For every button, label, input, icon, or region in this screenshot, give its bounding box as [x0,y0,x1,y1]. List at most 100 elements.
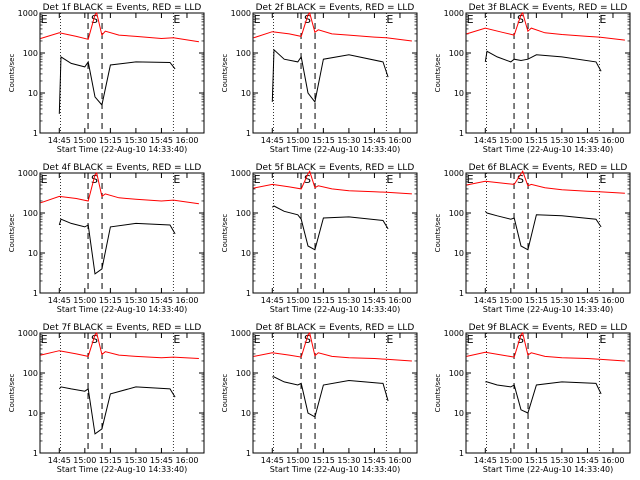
x-tick-label: 16:00 [601,136,624,145]
chart-title: Det 3f BLACK = Events, RED = LLD [469,3,628,13]
series-line-lld [466,331,625,362]
x-tick-label: 15:00 [73,296,96,305]
series-line-events [58,218,176,275]
chart-panel: Det 9f BLACK = Events, RED = LLD 1 10 100 10… [434,323,631,474]
event-marker-label: E [467,173,474,186]
event-marker-label: E [467,13,474,26]
event-marker-label: S [517,173,524,186]
x-tick-label: 15:45 [363,456,386,465]
chart-panel: Det 3f BLACK = Events, RED = LLD 1 10 100 10… [434,3,631,154]
event-marker-label: E [599,13,606,26]
y-axis-title: Counts/sec [8,374,16,413]
event-marker-label: E [41,13,48,26]
x-tick-label: 15:45 [150,136,173,145]
event-marker-label: E [467,333,474,346]
x-tick-label: 15:30 [124,136,147,145]
x-tick-label: 14:45 [474,456,497,465]
y-axis-title: Counts/sec [8,54,16,93]
x-tick-label: 15:45 [363,136,386,145]
event-marker-label: E [386,173,393,186]
y-axis-title: Counts/sec [8,214,16,253]
event-marker-label: E [386,13,393,26]
x-tick-label: 16:00 [388,296,411,305]
plot-frame [39,332,205,454]
x-tick-label: 15:30 [337,136,360,145]
x-tick-label: 16:00 [175,456,198,465]
x-tick-label: 16:00 [388,136,411,145]
y-tick-label: 100 [236,49,251,58]
series-line-events [272,205,389,251]
x-axis-title: Start Time (22-Aug-10 14:33:40) [483,145,614,154]
y-tick-label: 10 [28,89,38,98]
event-marker-label: S [304,173,311,186]
y-tick-label: 1 [33,289,38,298]
x-tick-label: 14:45 [48,296,71,305]
event-marker-label: E [41,333,48,346]
chart-panel: Det 4f BLACK = Events, RED = LLD 1 10 100 10… [8,163,205,314]
x-tick-label: 15:45 [576,136,599,145]
plot-frame [252,12,418,134]
chart-panel: Det 2f BLACK = Events, RED = LLD 1 10 100 10… [221,3,418,154]
y-tick-label: 100 [23,209,38,218]
y-tick-label: 1000 [231,329,251,338]
series-line-lld [253,170,412,195]
x-tick-label: 14:45 [474,136,497,145]
x-tick-label: 15:00 [499,456,522,465]
x-tick-label: 15:15 [312,456,335,465]
x-tick-label: 15:00 [73,136,96,145]
chart-title: Det 2f BLACK = Events, RED = LLD [256,3,415,13]
x-tick-label: 16:00 [175,296,198,305]
series-line-events [58,56,176,114]
x-tick-label: 15:15 [99,296,122,305]
series-line-lld [466,12,625,41]
x-tick-label: 16:00 [175,136,198,145]
y-tick-label: 1 [246,129,251,138]
y-tick-label: 1 [246,449,251,458]
x-tick-label: 14:45 [48,136,71,145]
y-tick-label: 1000 [444,329,464,338]
x-tick-label: 14:45 [48,456,71,465]
y-tick-label: 100 [236,209,251,218]
x-tick-label: 15:15 [525,456,548,465]
x-tick-label: 15:45 [576,456,599,465]
series-line-events [58,386,176,435]
event-marker-label: E [386,333,393,346]
x-tick-label: 15:00 [499,296,522,305]
series-line-lld [40,171,199,205]
y-tick-label: 1 [459,289,464,298]
series-line-events [484,50,602,72]
series-line-lld [40,331,199,359]
event-marker-label: E [41,173,48,186]
chart-title: Det 9f BLACK = Events, RED = LLD [469,323,628,333]
x-axis-title: Start Time (22-Aug-10 14:33:40) [57,465,188,474]
y-tick-label: 10 [241,249,251,258]
series-line-events [484,210,602,251]
chart-title: Det 5f BLACK = Events, RED = LLD [256,163,415,173]
plot-frame [252,172,418,294]
y-tick-label: 1000 [444,9,464,18]
x-tick-label: 15:15 [99,136,122,145]
y-tick-label: 1 [246,289,251,298]
event-marker-label: S [91,173,98,186]
event-marker-label: E [599,173,606,186]
y-tick-label: 1 [459,449,464,458]
event-marker-label: S [304,333,311,346]
series-line-lld [253,12,412,42]
x-tick-label: 15:00 [286,136,309,145]
event-marker-label: E [173,173,180,186]
y-tick-label: 10 [241,89,251,98]
series-line-events [271,48,389,104]
x-tick-label: 16:00 [388,456,411,465]
y-axis-title: Counts/sec [221,214,229,253]
y-tick-label: 1 [459,129,464,138]
x-tick-label: 15:30 [337,296,360,305]
x-axis-title: Start Time (22-Aug-10 14:33:40) [57,305,188,314]
y-tick-label: 1000 [18,169,38,178]
event-marker-label: S [517,13,524,26]
chart-panel: Det 5f BLACK = Events, RED = LLD 1 10 100 10… [221,163,418,314]
chart-panel: Det 8f BLACK = Events, RED = LLD 1 10 100 10… [221,323,418,474]
y-tick-label: 100 [449,209,464,218]
x-tick-label: 15:45 [363,296,386,305]
y-tick-label: 1 [33,129,38,138]
chart-panel: Det 7f BLACK = Events, RED = LLD 1 10 100 10… [8,323,205,474]
